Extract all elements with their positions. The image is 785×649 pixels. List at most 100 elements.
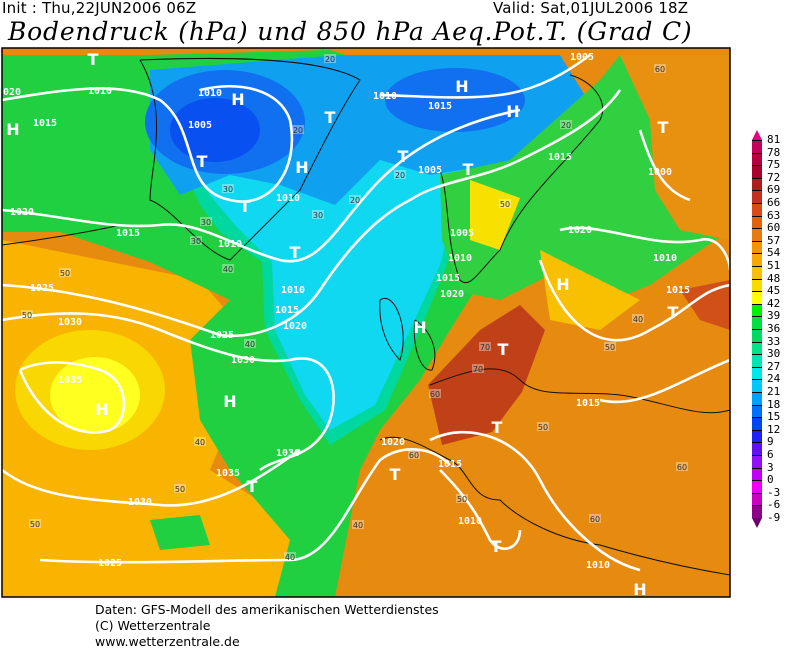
legend-swatch	[752, 253, 762, 266]
legend-label: 78	[767, 145, 781, 159]
isobar-label: 1005	[570, 52, 594, 63]
isobar-label: 1005	[450, 228, 474, 239]
legend-label: 60	[767, 221, 781, 235]
theta-label: 50	[457, 495, 467, 504]
high-pressure-marker: H	[295, 158, 308, 177]
legend-label: 69	[767, 183, 781, 197]
theta-label-box	[589, 514, 601, 523]
legend-label: 9	[767, 435, 774, 449]
isobar-label: 020	[3, 87, 21, 98]
theta-label-box	[284, 552, 296, 561]
legend-swatch	[752, 215, 762, 229]
legend-label: 15	[767, 410, 781, 424]
legend-swatch	[752, 329, 762, 342]
theta-labels: 20 20 20 20 20 30 30 30 40 40 40 40 50 50 50 50 50 60 60 60…	[21, 54, 688, 562]
legend-swatch	[752, 392, 762, 405]
coastlines	[2, 57, 730, 576]
theta-label-box	[21, 310, 33, 319]
theta-label: 40	[353, 521, 363, 530]
legend-label: 21	[767, 385, 781, 398]
isobar-label: 1000	[648, 167, 672, 178]
theta-label-box	[676, 462, 688, 471]
isobar-label: 1030	[276, 448, 300, 459]
theta-label-box	[654, 64, 666, 73]
legend-swatch	[752, 316, 762, 329]
legend-label: 45	[767, 284, 781, 298]
theta-label-box	[59, 268, 71, 277]
valid-time: Valid: Sat,01JUL2006 18Z	[493, 0, 689, 17]
isobar-label: 1010	[458, 516, 482, 527]
legend-swatch	[752, 505, 762, 518]
legend-swatch	[752, 442, 762, 455]
high-pressure-marker: H	[556, 275, 569, 294]
footer-url[interactable]: www.wetterzentrale.de	[95, 634, 240, 649]
theta-label: 30	[313, 211, 323, 220]
legend-swatch	[752, 291, 762, 304]
theta-label-box	[352, 520, 364, 529]
legend-swatch	[752, 404, 762, 418]
legend-swatch	[752, 152, 762, 166]
theta-label-box	[324, 54, 336, 63]
isobar-label: 1005	[418, 165, 442, 176]
legend-swatch	[752, 240, 762, 254]
legend-swatch	[752, 455, 762, 468]
legend-label: 6	[767, 448, 774, 461]
legend-label: -9	[767, 511, 781, 524]
isobar-label: 1015	[548, 152, 572, 163]
low-pressure-marker: T	[492, 418, 503, 437]
theta-label: 70	[473, 365, 483, 374]
legend-swatch	[752, 354, 762, 367]
legend-swatch	[752, 480, 762, 493]
theta-label-box	[349, 195, 361, 204]
legend-label: 24	[767, 372, 781, 386]
legend-label: 66	[767, 196, 781, 209]
low-pressure-marker: T	[197, 152, 208, 171]
high-pressure-marker: H	[231, 90, 244, 109]
pressure-centers: H H H H T T H T T T T H T T H T H H T T T T H T	[6, 50, 678, 598]
theta-label-box	[394, 170, 406, 179]
theta-label-box	[429, 389, 441, 398]
isobar-label: 1030	[128, 497, 152, 508]
legend-label: 18	[767, 397, 781, 411]
legend-swatch	[752, 177, 762, 191]
isobar-label: 1015	[666, 285, 690, 296]
legend-label: 72	[767, 170, 781, 184]
theta-label-box	[312, 210, 324, 219]
legend-label: 12	[767, 422, 781, 436]
theta-label: 60	[430, 390, 440, 399]
theta-label: 60	[655, 65, 665, 74]
legend-label: -3	[767, 485, 781, 499]
map-frame	[1, 47, 731, 598]
low-pressure-marker: T	[668, 303, 679, 322]
legend-swatch	[752, 379, 762, 392]
isobar-label: 1015	[116, 228, 140, 239]
footer-copyright: (C) Wetterzentrale	[95, 618, 211, 633]
isobar-label: 1030	[231, 355, 255, 366]
legend-swatch	[752, 266, 762, 279]
legend-bottom-arrow	[752, 518, 762, 528]
theta-label: 60	[590, 515, 600, 524]
theta-label: 40	[633, 315, 643, 324]
isobar-label: 1020	[381, 437, 405, 448]
theta-label-box	[222, 184, 234, 193]
theta-label: 20	[293, 126, 303, 135]
legend-label: 48	[767, 271, 781, 285]
legend-swatch	[752, 228, 762, 241]
isobar-label: 1010	[448, 253, 472, 264]
theta-label-box	[456, 494, 468, 503]
isobar-label: 1020	[568, 225, 592, 236]
map-title: Bodendruck (hPa) und 850 hPa Aeq.Pot.T. …	[8, 17, 693, 46]
theta-label: 50	[60, 269, 70, 278]
legend-swatch	[752, 417, 762, 430]
high-pressure-marker: H	[506, 102, 519, 121]
theta-label: 20	[325, 55, 335, 64]
legend-swatch	[752, 492, 762, 506]
low-pressure-marker: T	[398, 147, 409, 166]
legend-label: 54	[767, 246, 781, 260]
theta-label: 30	[201, 218, 211, 227]
legend-swatch	[752, 190, 762, 203]
isobar-label: 1010	[281, 285, 305, 296]
theta-label-box	[560, 120, 572, 129]
high-pressure-marker: H	[6, 120, 19, 139]
low-pressure-marker: T	[290, 243, 301, 262]
